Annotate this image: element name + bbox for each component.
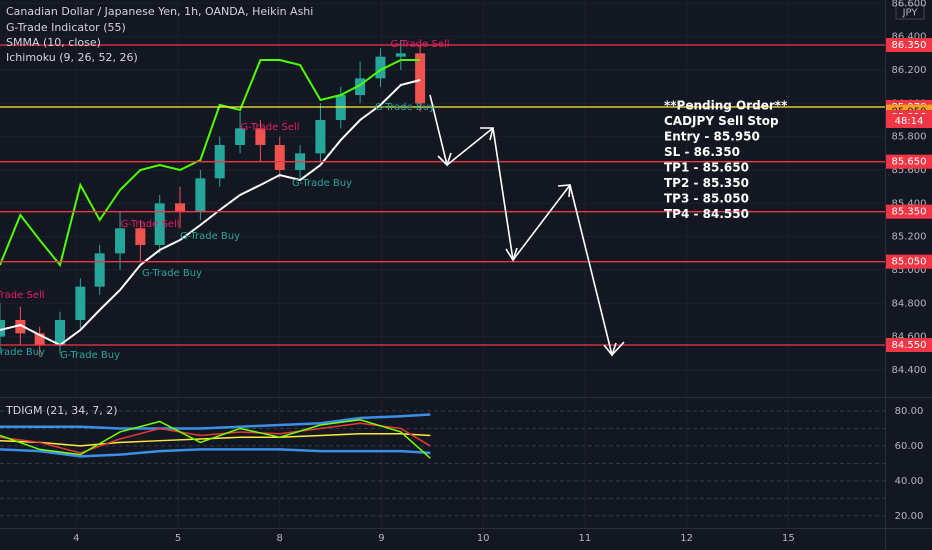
indicator-label: G-Trade Indicator (55): [6, 21, 126, 34]
level-label-box: [886, 204, 932, 219]
candle-body: [355, 78, 366, 95]
arrow-line: [611, 341, 625, 356]
candle-body: [175, 203, 186, 212]
level-label: 85.650: [892, 157, 927, 168]
candle-body: [395, 53, 406, 57]
arrow-line: [569, 184, 613, 356]
candle-body: [75, 286, 86, 320]
annotation-line: CADJPY Sell Stop: [664, 114, 779, 128]
candle-body: [415, 53, 426, 104]
x-tick-label: 8: [277, 533, 283, 544]
y-tick-label: 80.00: [895, 406, 924, 417]
y-tick-label: 20.00: [895, 511, 924, 522]
signal-label: G-Trade Buy: [292, 178, 352, 189]
signal-label: G-Trade Sell: [390, 39, 449, 50]
y-tick-label: 84.800: [892, 298, 927, 309]
arrow-line: [446, 127, 494, 166]
y-tick-label: 84.400: [892, 365, 927, 376]
indicator-line: [0, 432, 431, 447]
annotation-line: **Pending Order**: [664, 99, 788, 113]
y-tick-label: 85.000: [892, 265, 927, 276]
x-tick-label: 12: [680, 533, 693, 544]
candle-body: [34, 333, 45, 345]
y-tick-label: 60.00: [895, 441, 924, 452]
y-tick-label: 85.400: [892, 198, 927, 209]
arrow-line: [492, 127, 514, 261]
annotation-line: Entry - 85.950: [664, 130, 760, 144]
candle-body: [274, 145, 285, 170]
candle-body: [94, 253, 105, 287]
level-label: 84.550: [892, 340, 927, 351]
arrow-line: [429, 94, 448, 166]
arrow-line: [512, 184, 571, 261]
x-tick-label: 15: [782, 533, 795, 544]
signal-label: G-Trade Buy: [142, 268, 202, 279]
indicator-line: [0, 418, 431, 459]
level-label: 85.050: [892, 257, 927, 268]
level-label-box: [886, 338, 932, 352]
candle-body: [135, 228, 146, 245]
signal-label: G-Trade Buy: [60, 350, 120, 361]
signal-label: G-Trade Sell: [120, 219, 179, 230]
indicator-line: [0, 413, 431, 430]
y-tick-label: 85.200: [892, 232, 927, 243]
currency-box: [895, 4, 925, 20]
chart-title: Canadian Dollar / Japanese Yen, 1h, OAND…: [6, 5, 313, 18]
signal-label: G-Trade Buy: [375, 102, 435, 113]
indicator-line: [0, 422, 431, 454]
y-tick-label: 86.400: [892, 32, 927, 43]
currency: JPY: [902, 8, 919, 19]
annotation-line: SL - 86.350: [664, 145, 740, 159]
drawing-arrows: [429, 94, 625, 357]
signal-label: G-Trade Sell: [240, 122, 299, 133]
level-label-box: [886, 38, 932, 52]
indicator-label: SMMA (10, close): [6, 36, 101, 49]
x-tick-label: 5: [175, 533, 181, 544]
y-tick-label: 84.600: [892, 332, 927, 343]
y-tick-label: 85.600: [892, 165, 927, 176]
level-label: 86.350: [892, 40, 927, 51]
candle-body: [195, 178, 206, 212]
indicator-title: TDIGM (21, 34, 7, 2): [5, 404, 118, 417]
y-tick-label: 86.200: [892, 65, 927, 76]
countdown: 48:14: [895, 116, 924, 127]
x-tick-label: 4: [73, 533, 79, 544]
y-tick-label: 40.00: [895, 476, 924, 487]
annotation-line: TP1 - 85.650: [664, 161, 749, 175]
plot-layer: [0, 40, 885, 517]
candle-body: [235, 128, 246, 145]
indicator-line: [0, 448, 431, 458]
candle-body: [115, 228, 126, 254]
x-tick-label: 11: [579, 533, 592, 544]
countdown-box: [886, 114, 932, 128]
candle-body: [315, 120, 326, 154]
candle-body: [55, 320, 66, 345]
signal-label: G-Trade Buy: [180, 231, 240, 242]
price-line: [0, 79, 421, 347]
level-label-box: [886, 154, 932, 169]
x-tick-label: 9: [378, 533, 384, 544]
signal-label: G-Trade Buy: [0, 347, 45, 358]
y-tick-label: 86.600: [892, 0, 927, 9]
candle-body: [15, 320, 26, 334]
level-label: 85.350: [892, 207, 927, 218]
candle-body: [255, 128, 266, 145]
signal-label: G-Trade Sell: [0, 290, 45, 301]
level-label-box: [886, 254, 932, 269]
price-line: [0, 59, 421, 268]
candle-body: [375, 56, 386, 79]
candle-body: [0, 320, 5, 337]
indicator-label: Ichimoku (9, 26, 52, 26): [6, 51, 138, 64]
annotation-line: TP3 - 85.050: [664, 192, 749, 206]
annotation-line: TP2 - 85.350: [664, 176, 749, 190]
candle-body: [154, 203, 165, 245]
annotation-line: TP4 - 84.550: [664, 207, 749, 221]
y-tick-label: 85.800: [892, 132, 927, 143]
x-tick-label: 10: [477, 533, 490, 544]
